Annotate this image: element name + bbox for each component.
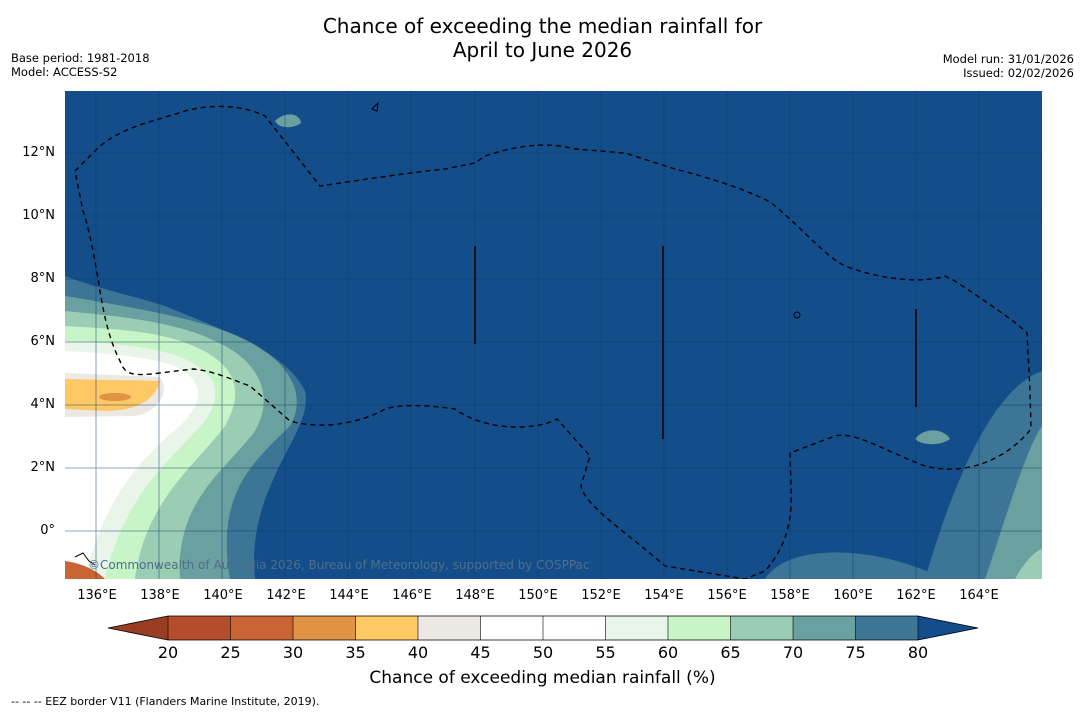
- colorbar-tick-25: 25: [220, 643, 241, 662]
- model-run: Model run: 31/01/2026: [942, 52, 1074, 66]
- eez-footnote: -- -- -- EEZ border V11 (Flanders Marine…: [11, 695, 320, 708]
- colorbar-swatch-30-35: [293, 616, 356, 640]
- contour-blob-north: [275, 114, 301, 128]
- island-north: [371, 101, 379, 112]
- colorbar-swatch-25-30: [230, 616, 293, 640]
- issued-date: Issued: 02/02/2026: [963, 66, 1074, 80]
- colorbar-swatch-35-40: [355, 616, 418, 640]
- map-svg: [65, 91, 1042, 579]
- lon-label-152e: 152°E: [581, 588, 621, 603]
- colorbar-swatch-70-75: [793, 616, 856, 640]
- colorbar: [107, 615, 979, 641]
- meta-right: Model run: 31/01/2026 Issued: 02/02/2026: [943, 52, 1074, 80]
- colorbar-tick-65: 65: [720, 643, 741, 662]
- map-credit: ©Commonwealth of Australia 2026, Bureau …: [88, 558, 590, 572]
- colorbar-swatch-45-50: [480, 616, 543, 640]
- colorbar-tick-40: 40: [407, 643, 429, 662]
- colorbar-swatch-50-55: [543, 616, 606, 640]
- lon-label-144e: 144°E: [329, 588, 369, 603]
- lon-label-148e: 148°E: [455, 588, 495, 603]
- lon-label-150e: 150°E: [518, 588, 558, 603]
- lat-label-8n: 8°N: [30, 271, 56, 286]
- contour-blob: [915, 430, 950, 445]
- lon-label-160e: 160°E: [833, 588, 873, 603]
- lat-label-4n: 4°N: [30, 397, 56, 412]
- colorbar-tick-20: 20: [157, 643, 179, 662]
- colorbar-tick-75: 75: [845, 643, 866, 662]
- lon-label-162e: 162°E: [896, 588, 936, 603]
- lon-label-156e: 156°E: [707, 588, 747, 603]
- colorbar-swatch-20-25: [168, 616, 231, 640]
- model-name: Model: ACCESS-S2: [11, 65, 118, 79]
- colorbar-tick-45: 45: [470, 643, 491, 662]
- island-pohnpei: [793, 311, 801, 319]
- lat-label-0: 0°: [40, 523, 55, 538]
- lon-label-136e: 136°E: [77, 588, 117, 603]
- colorbar-dividers: [167, 616, 919, 640]
- title-line-2: April to June 2026: [452, 38, 633, 62]
- lat-label-10n: 10°N: [22, 208, 55, 223]
- colorbar-swatch-40-45: [418, 616, 481, 640]
- colorbar-tick-50: 50: [532, 643, 554, 662]
- colorbar-arrow-low: [108, 616, 168, 640]
- contour-band-30: [99, 393, 131, 401]
- lon-label-140e: 140°E: [203, 588, 243, 603]
- colorbar-tick-55: 55: [595, 643, 616, 662]
- meta-left: Base period: 1981-2018 Model: ACCESS-S2: [11, 51, 150, 79]
- colorbar-tick-70: 70: [782, 643, 804, 662]
- colorbar-swatch-75-80: [855, 616, 918, 640]
- lon-label-164e: 164°E: [959, 588, 999, 603]
- colorbar-swatch-55-60: [605, 616, 668, 640]
- eez-border: [74, 105, 1032, 579]
- colorbar-tick-80: 80: [907, 643, 929, 662]
- lon-label-146e: 146°E: [392, 588, 432, 603]
- contour-band-east-70: [985, 426, 1042, 579]
- contour-band-south-75: [765, 552, 945, 579]
- lon-label-142e: 142°E: [266, 588, 306, 603]
- lon-label-138e: 138°E: [140, 588, 180, 603]
- contour-band-25: [65, 561, 105, 579]
- colorbar-label: Chance of exceeding median rainfall (%): [369, 668, 716, 688]
- lat-label-2n: 2°N: [30, 460, 56, 475]
- lat-label-12n: 12°N: [22, 145, 55, 160]
- colorbar-arrow-high: [918, 616, 978, 640]
- title-line-1: Chance of exceeding the median rainfall …: [322, 14, 763, 38]
- gridlines: [65, 91, 1042, 579]
- map-area[interactable]: ©Commonwealth of Australia 2026, Bureau …: [65, 91, 1042, 579]
- colorbar-swatch-65-70: [730, 616, 793, 640]
- base-period: Base period: 1981-2018: [11, 51, 150, 65]
- lat-label-6n: 6°N: [30, 334, 56, 349]
- chart-title: Chance of exceeding the median rainfall …: [0, 14, 1085, 62]
- contour-band-east-65: [1015, 549, 1042, 579]
- colorbar-swatch-60-65: [668, 616, 731, 640]
- colorbar-tick-35: 35: [345, 643, 366, 662]
- colorbar-tick-30: 30: [282, 643, 304, 662]
- lon-label-158e: 158°E: [770, 588, 810, 603]
- colorbar-tick-60: 60: [657, 643, 679, 662]
- lon-label-154e: 154°E: [644, 588, 684, 603]
- coastline-new-guinea: [74, 552, 96, 566]
